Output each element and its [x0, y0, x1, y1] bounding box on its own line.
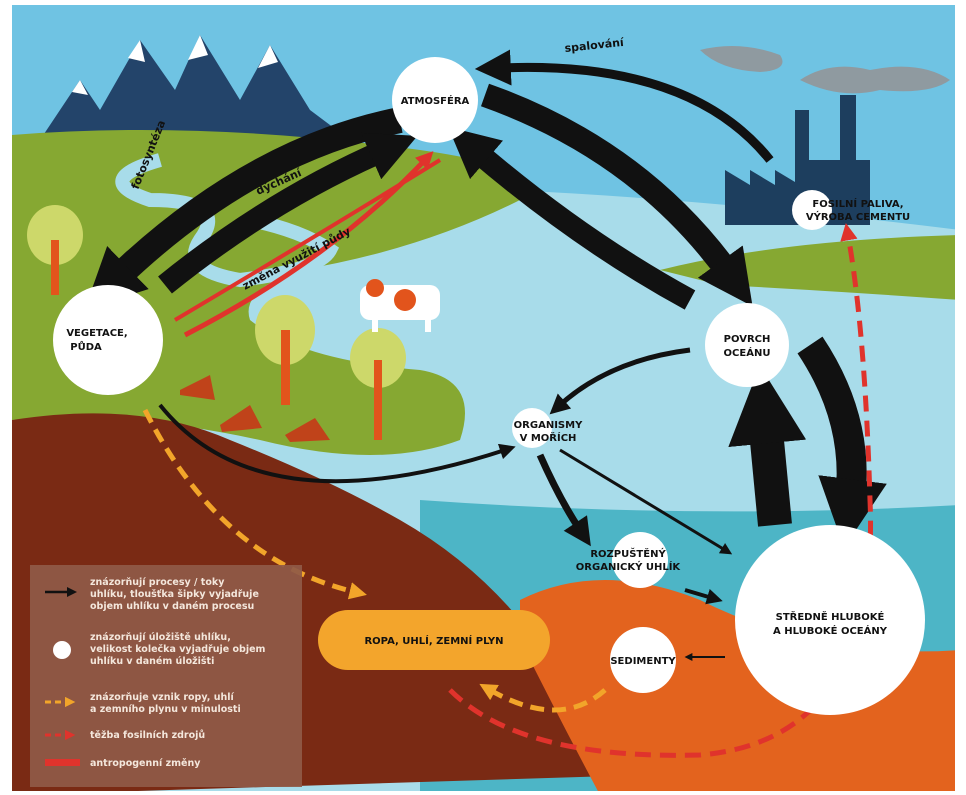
cow-part: [425, 318, 431, 332]
store-circle: [792, 190, 832, 230]
page-body: ATMOSFÉRA VEGETACE,PŮDA FOSILNÍ PALIVA,V…: [0, 0, 966, 795]
cow-part: [394, 289, 416, 311]
label-line: ORGANISMY: [514, 420, 583, 431]
label-line: VEGETACE,: [66, 328, 127, 339]
label-line: V MOŘÍCH: [520, 431, 577, 444]
store-circle: [705, 303, 789, 387]
label-line: FOSILNÍ PALIVA,: [812, 197, 903, 210]
label-line: VÝROBA CEMENTU: [806, 210, 910, 223]
trees-part: [281, 330, 290, 405]
label-line: ROPA, UHLÍ, ZEMNÍ PLYN: [364, 634, 503, 647]
store-label: ATMOSFÉRA: [401, 94, 470, 107]
label-line: OCEÁNU: [724, 346, 771, 359]
legend-swatch: [45, 759, 80, 766]
trees-part: [374, 360, 382, 440]
label-line: ORGANICKÝ UHLÍK: [576, 560, 682, 573]
label-line: A HLUBOKÉ OCEÁNY: [773, 624, 888, 637]
label-line: POVRCH: [724, 334, 771, 345]
label-line: ATMOSFÉRA: [401, 94, 470, 107]
label-line: PŮDA: [70, 340, 102, 353]
store-circle: [612, 532, 668, 588]
legend-label: antropogenní změny: [90, 758, 201, 769]
factory-part: [725, 170, 800, 225]
legend-swatch: [53, 641, 71, 659]
label-line: SEDIMENTY: [610, 656, 676, 667]
legend-line: a zemního plynu v minulosti: [90, 704, 241, 715]
legend-line: znázorňují úložiště uhlíku,: [90, 632, 231, 643]
trees-part: [51, 240, 59, 295]
cow-part: [372, 318, 378, 332]
legend-line: uhlíku, tloušťka šipky vyjadřuje: [90, 589, 259, 600]
legend-line: uhlíku v daném úložišti: [90, 656, 214, 667]
label-line: ROZPUŠTĚNÝ: [590, 547, 666, 560]
legend-line: těžba fosilních zdrojů: [90, 730, 205, 741]
legend-line: antropogenní změny: [90, 758, 201, 769]
cow-part: [366, 279, 384, 297]
store-circle: [53, 285, 163, 395]
store-label: SEDIMENTY: [610, 656, 676, 667]
legend-line: znázorňují procesy / toky: [90, 577, 225, 588]
legend-line: objem uhlíku v daném procesu: [90, 601, 254, 612]
legend-line: znázorňuje vznik ropy, uhlí: [90, 692, 235, 703]
label-line: STŘEDNĚ HLUBOKÉ: [776, 610, 885, 623]
legend-line: velikost kolečka vyjadřuje objem: [90, 644, 266, 655]
carbon-cycle-diagram: ATMOSFÉRA VEGETACE,PŮDA FOSILNÍ PALIVA,V…: [0, 0, 966, 795]
store-label: ROPA, UHLÍ, ZEMNÍ PLYN: [364, 634, 503, 647]
legend-label: těžba fosilních zdrojů: [90, 730, 205, 741]
page: Uhlíkový cyklus { "nodes": { "atmosphere…: [0, 0, 966, 795]
upwelling-arrow: [765, 420, 775, 525]
